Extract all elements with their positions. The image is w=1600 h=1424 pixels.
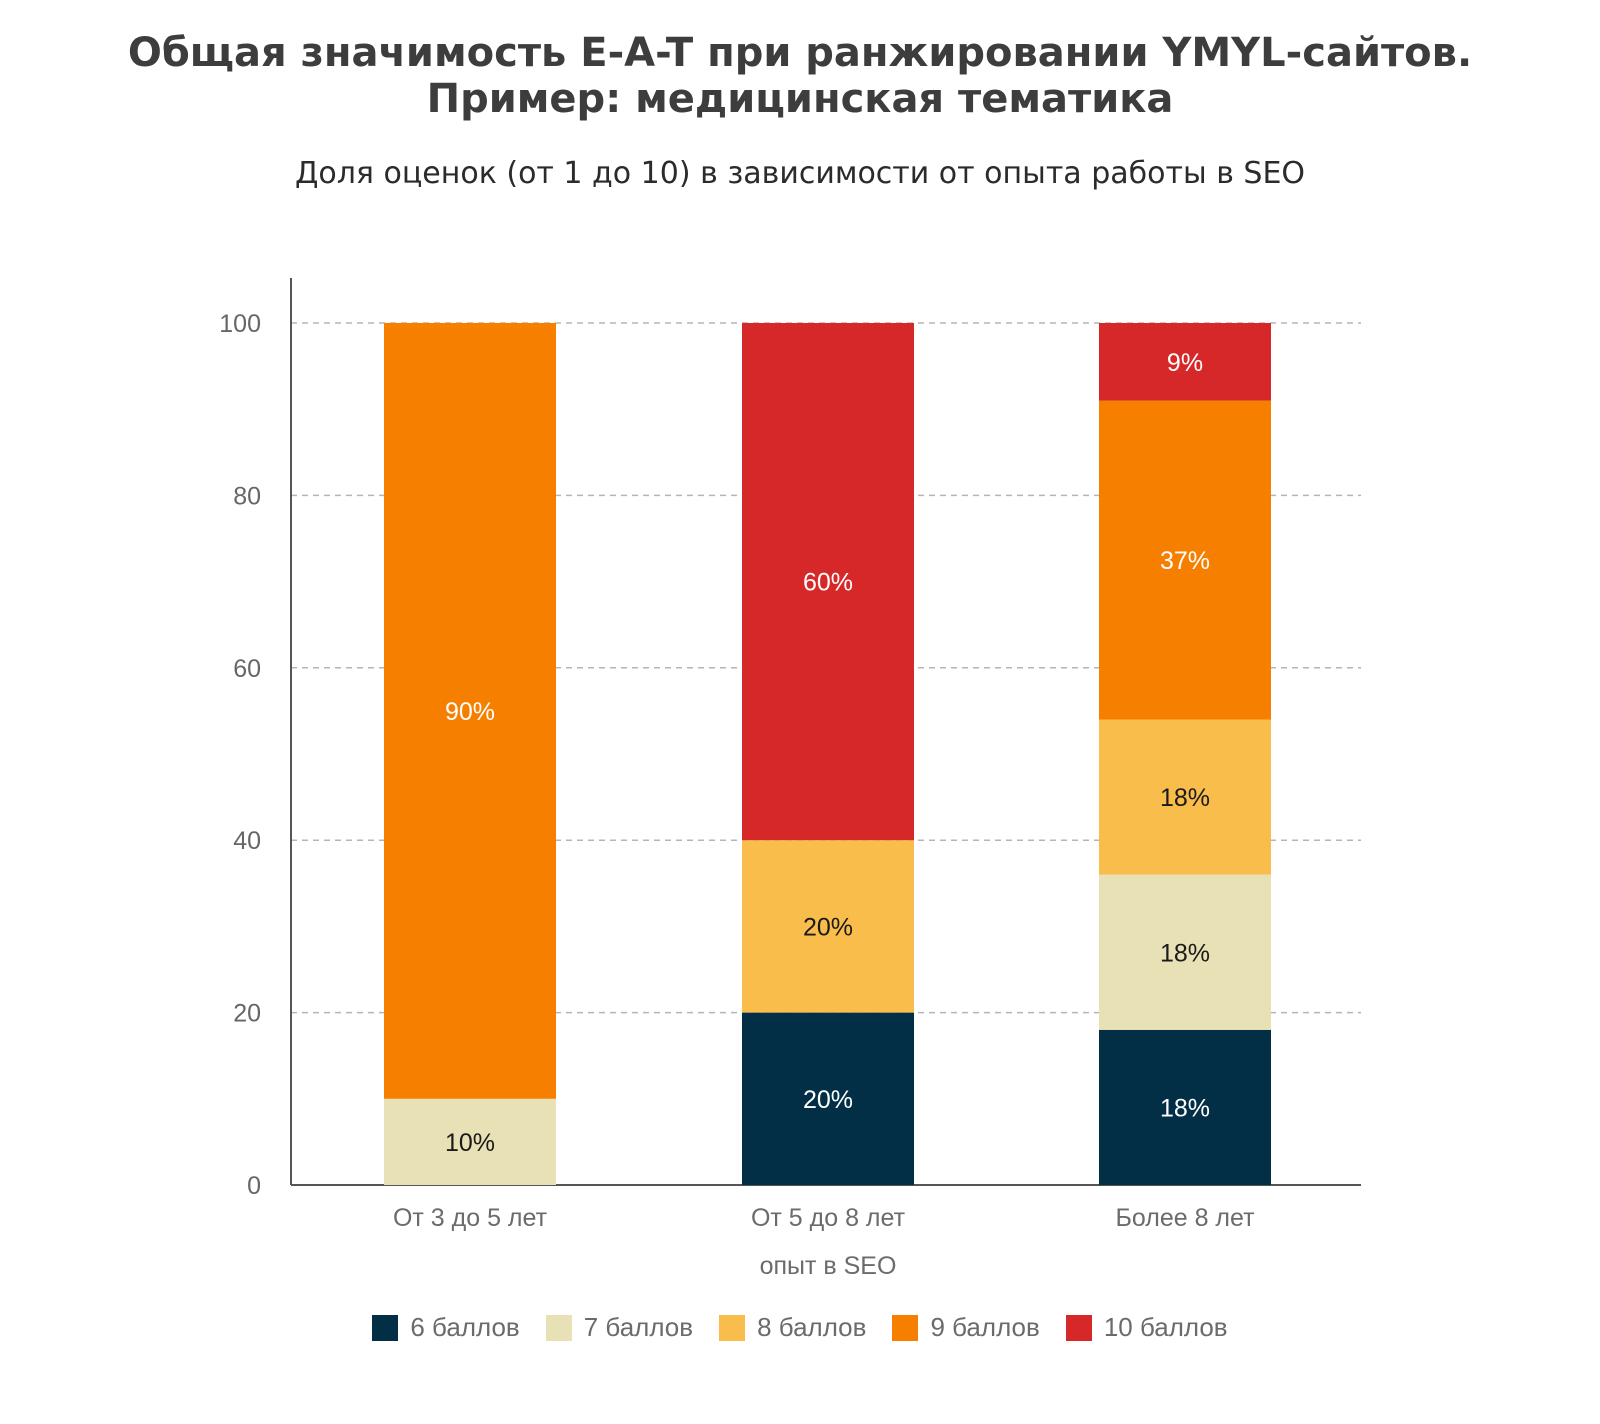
data-label: 90%: [445, 698, 495, 726]
data-label: 18%: [1160, 939, 1210, 967]
legend-swatch: [892, 1314, 919, 1341]
bar-segment: [1099, 719, 1271, 875]
bar-segment: [742, 1012, 914, 1185]
x-axis-title: опыт в SEO: [760, 1252, 897, 1280]
x-tick-label: От 5 до 8 лет: [751, 1204, 906, 1232]
y-tick-label: 100: [219, 310, 261, 338]
legend-swatch: [719, 1314, 746, 1341]
data-label: 60%: [803, 569, 853, 597]
data-label: 18%: [1160, 1094, 1210, 1122]
legend-label: 10 баллов: [1103, 1312, 1228, 1342]
bar-segment: [384, 323, 556, 1099]
legend-swatch: [1065, 1314, 1092, 1341]
data-label: 20%: [803, 1086, 853, 1114]
y-tick-label: 40: [233, 827, 261, 855]
data-label: 20%: [803, 913, 853, 941]
data-label: 9%: [1167, 349, 1203, 377]
data-label: 10%: [445, 1129, 495, 1157]
legend-label: 9 баллов: [930, 1312, 1040, 1342]
bar-segment: [1099, 874, 1271, 1030]
bar-segment: [742, 840, 914, 1013]
bar-segment: [1099, 1029, 1271, 1185]
x-tick-label: От 3 до 5 лет: [393, 1204, 548, 1232]
legend-item: 6 баллов: [372, 1312, 520, 1343]
y-tick-label: 60: [233, 655, 261, 683]
chart-legend: 6 баллов 7 баллов 8 баллов 9 баллов 10 балло…: [0, 1312, 1600, 1343]
y-tick-label: 20: [233, 1000, 261, 1028]
bar-segment: [742, 323, 914, 841]
chart-subtitle: Доля оценок (от 1 до 10) в зависимости о…: [294, 156, 1306, 191]
y-tick-label: 0: [247, 1172, 261, 1200]
y-tick-label: 80: [233, 482, 261, 510]
legend-item: 9 баллов: [892, 1312, 1040, 1343]
chart-title-line-2: Пример: медицинская тематика: [426, 76, 1174, 122]
legend-label: 6 баллов: [410, 1312, 520, 1342]
chart-title-line-1: Общая значимость E-A-T при ранжировании …: [127, 30, 1473, 76]
legend-label: 8 баллов: [757, 1312, 867, 1342]
data-label: 37%: [1160, 547, 1210, 575]
legend-item: 8 баллов: [719, 1312, 866, 1343]
legend-item: 10 баллов: [1065, 1312, 1228, 1343]
legend-label: 7 баллов: [583, 1312, 694, 1342]
bar-segment: [384, 1098, 556, 1185]
legend-item: 7 баллов: [545, 1312, 694, 1343]
data-label: 18%: [1160, 784, 1210, 812]
legend-swatch: [545, 1314, 572, 1341]
bar-segment: [1099, 323, 1271, 401]
bar-segment: [1099, 400, 1271, 720]
x-tick-label: Более 8 лет: [1115, 1204, 1255, 1232]
legend-swatch: [372, 1314, 399, 1341]
